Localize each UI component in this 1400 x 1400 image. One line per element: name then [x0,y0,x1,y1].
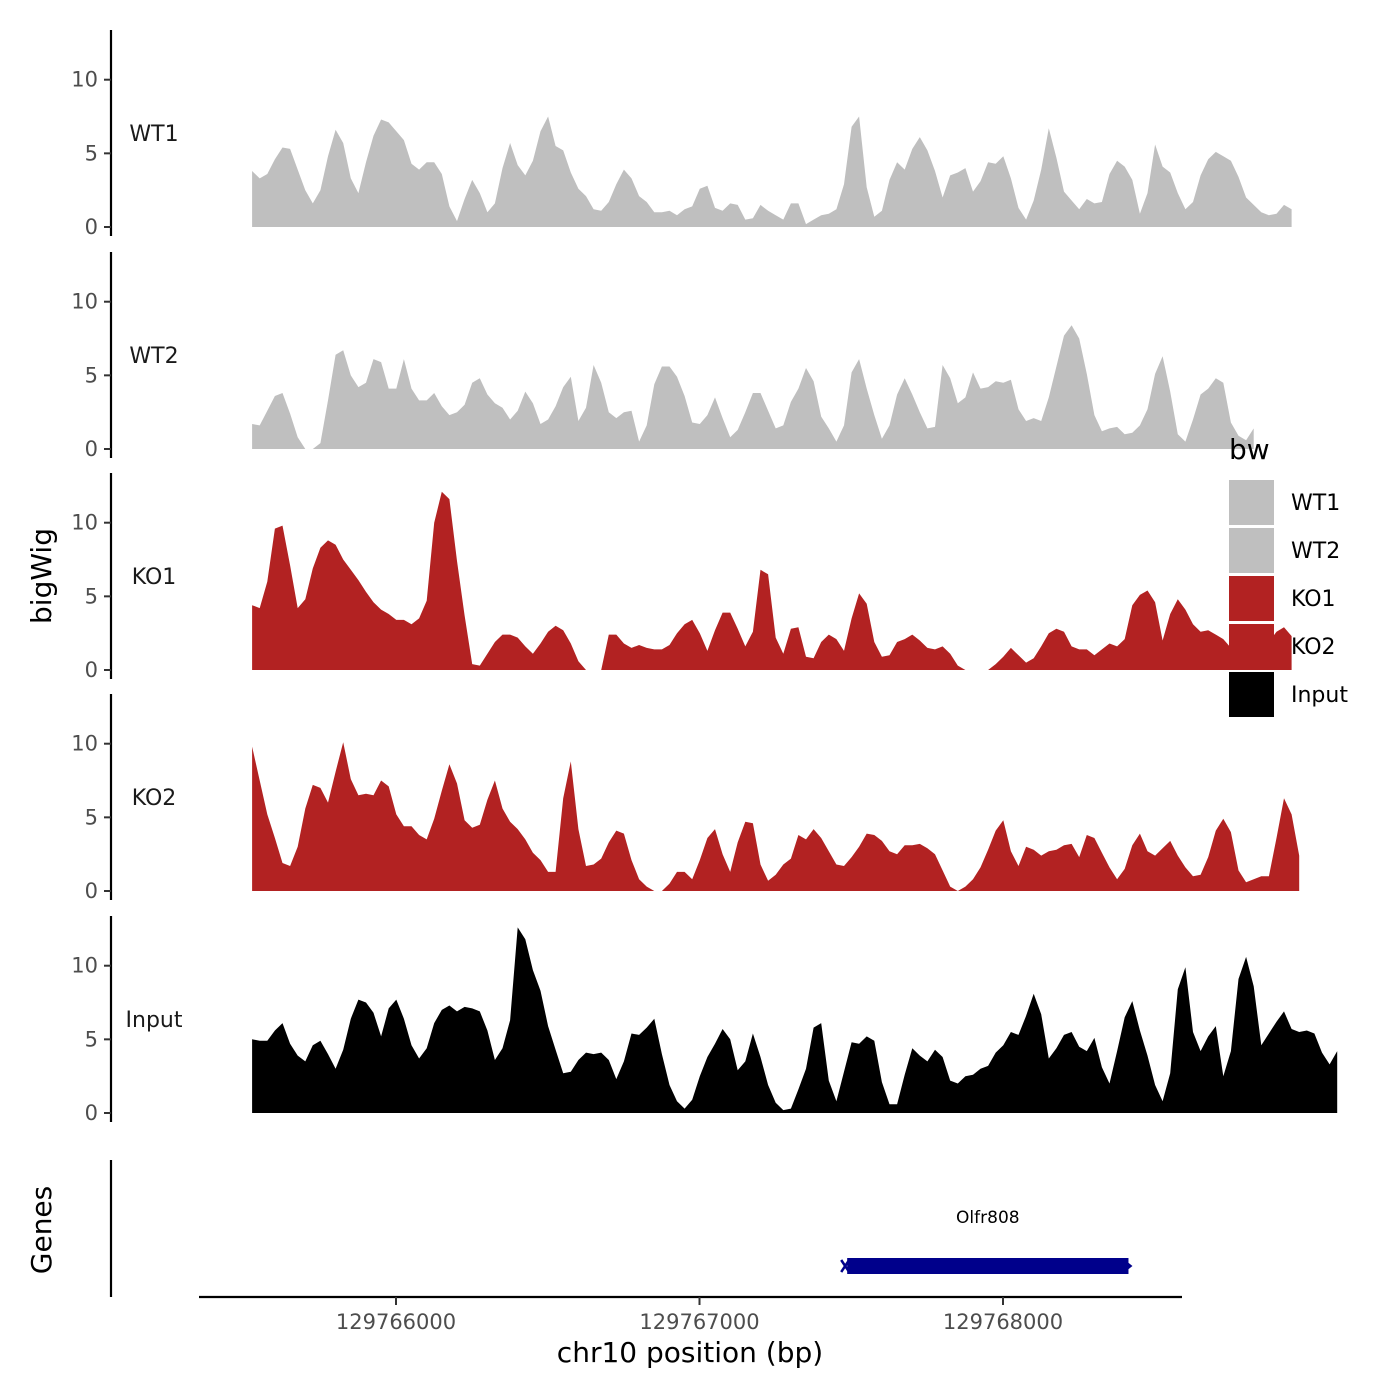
legend-item-ko1: KO1 [1229,576,1336,621]
track-ko1: 0 5 10 KO1 [71,473,1292,682]
legend-swatch [1229,624,1274,669]
legend-title: bw [1229,433,1270,466]
y-tick-label: 5 [85,141,98,165]
track-ko2: 0 5 10 KO2 [71,694,1300,903]
y-tick-label: 5 [85,1027,98,1051]
y-tick-label: 5 [85,363,98,387]
y-tick-label: 10 [71,954,98,978]
legend-item-wt2: WT2 [1229,528,1340,573]
gene-olfr808: Olfr808 [840,1208,1133,1274]
y-tick-label: 10 [71,732,98,756]
y-tick-label: 0 [85,658,98,682]
track-input: 0 5 10 Input [71,916,1338,1125]
gene-panel: Genes Olfr808 [25,1160,1133,1297]
legend-item-wt1: WT1 [1229,480,1340,525]
legend-label: WT2 [1291,539,1340,564]
y-tick-label: 0 [85,437,98,461]
x-ticks: 129766000 129767000 129768000 [336,1297,1063,1334]
legend-label: KO2 [1291,635,1336,660]
track-wt1: 0 5 10 WT1 [71,30,1292,239]
x-tick-label: 129766000 [336,1310,456,1334]
legend-swatch [1229,672,1274,717]
y-tick-label: 0 [85,1101,98,1125]
y-tick-label: 5 [85,805,98,829]
y-tick-label: 10 [71,290,98,314]
gene-models: Olfr808 [840,1208,1133,1274]
coverage-area-ko2 [252,742,1300,891]
y-axis-title: bigWig [25,528,58,624]
x-axis: 129766000 129767000 129768000 chr10 positi… [199,1295,1182,1369]
gene-panel-title: Genes [25,1186,58,1274]
y-tick-label: 0 [85,879,98,903]
legend-swatch [1229,576,1274,621]
gene-label: Olfr808 [956,1208,1020,1228]
legend-items: WT1 WT2 KO1 KO2 Input [1229,480,1348,717]
legend-swatch [1229,528,1274,573]
legend-label: WT1 [1291,491,1340,516]
legend: bw WT1 WT2 KO1 KO2 Input [1229,433,1348,717]
coverage-area-wt2 [252,325,1254,449]
legend-label: KO1 [1291,587,1336,612]
gene-body [847,1258,1129,1274]
track-label-ko2: KO2 [132,786,177,811]
track-label-wt2: WT2 [129,344,178,369]
gene-end-cap [1127,1262,1133,1270]
y-tick-label: 5 [85,584,98,608]
legend-item-input: Input [1229,672,1348,717]
track-label-input: Input [126,1008,183,1033]
coverage-area-input [252,927,1338,1113]
coverage-area-ko1 [252,491,1292,670]
legend-swatch [1229,480,1274,525]
track-label-wt1: WT1 [129,122,178,147]
y-tick-label: 10 [71,68,98,92]
gene-start-cap [840,1259,851,1273]
coverage-tracks: 0 5 10 WT1 0 5 10 WT2 0 5 10 KO1 0 5 10 KO2 0 5 10 Input [71,30,1338,1125]
y-tick-label: 10 [71,511,98,535]
coverage-area-wt1 [252,116,1292,227]
track-label-ko1: KO1 [132,565,177,590]
x-axis-title: chr10 position (bp) [557,1336,823,1369]
track-wt2: 0 5 10 WT2 [71,252,1254,461]
y-tick-label: 0 [85,215,98,239]
legend-label: Input [1291,683,1348,708]
x-tick-label: 129767000 [639,1310,759,1334]
x-tick-label: 129768000 [943,1310,1063,1334]
legend-item-ko2: KO2 [1229,624,1336,669]
